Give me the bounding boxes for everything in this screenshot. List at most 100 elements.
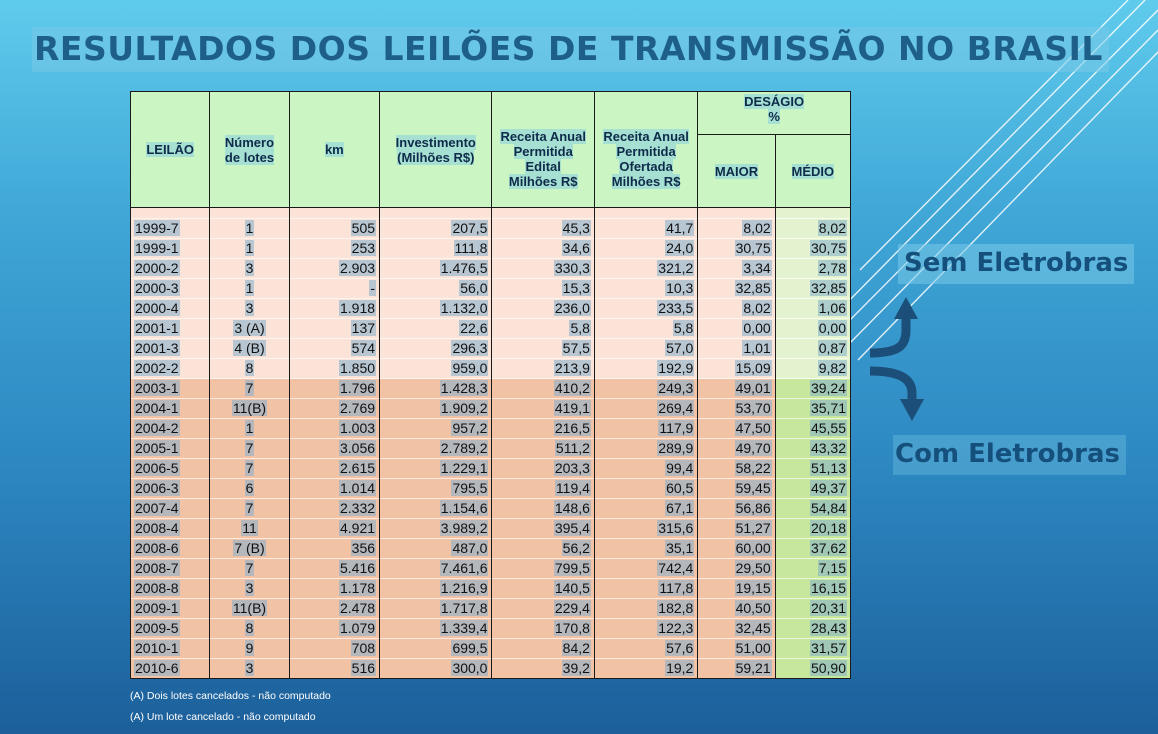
cell-numero-lotes: 1: [209, 218, 290, 239]
cell-leilao: 2010-1: [129, 638, 211, 659]
cell-numero-lotes-value: 11(B): [231, 400, 268, 416]
cell-investimento-value: 1.216,9: [439, 580, 489, 596]
cell-receita-ofertada: 5,8: [593, 318, 699, 339]
header-km: km: [288, 91, 381, 208]
cell-desagio-maior: 59,21: [697, 658, 776, 679]
cell-investimento-value: 300,0: [451, 660, 489, 676]
cell-receita-ofertada: 41,7: [593, 218, 699, 239]
cell-desagio-maior: 30,75: [697, 238, 776, 259]
cell-leilao-value: 2008-6: [134, 540, 180, 556]
cell-km: 253: [288, 238, 381, 259]
cell-desagio-maior-value: 51,27: [734, 520, 772, 536]
cell-desagio-medio: 54,84: [774, 498, 852, 519]
cell-receita-edital: 213,9: [491, 358, 595, 379]
cell-desagio-medio-value: 2,78: [817, 260, 847, 276]
cell-numero-lotes-value: 11: [241, 520, 258, 536]
cell-desagio-medio: 0,00: [774, 318, 852, 339]
spacer-cell: [288, 207, 381, 219]
cell-leilao: 2000-3: [129, 278, 211, 299]
cell-leilao-value: 2005-1: [134, 440, 180, 456]
cell-km-value: 1.178: [338, 580, 377, 596]
cell-numero-lotes-value: 3: [244, 260, 255, 276]
cell-desagio-medio-value: 16,15: [809, 580, 847, 596]
cell-km: 516: [288, 658, 381, 679]
cell-desagio-maior: 29,50: [697, 558, 776, 579]
header-numero-lotes: Número de lotes: [209, 91, 290, 208]
cell-receita-ofertada-value: 233,5: [657, 300, 695, 316]
cell-investimento: 1.154,6: [379, 498, 493, 519]
cell-desagio-medio-value: 50,90: [809, 660, 847, 676]
cell-receita-edital: 57,5: [491, 338, 595, 359]
cell-leilao-value: 2006-5: [134, 460, 180, 476]
cell-investimento-value: 111,8: [453, 240, 489, 256]
cell-desagio-medio: 8,02: [774, 218, 852, 239]
cell-km-value: -: [369, 280, 377, 296]
cell-km: 1.003: [288, 418, 381, 439]
table-row: 1999-7 1 505 207,5 45,3 41,7 8,02 8,02: [129, 218, 852, 239]
cell-receita-edital-value: 15,3: [561, 280, 591, 296]
cell-desagio-medio-value: 0,87: [817, 340, 847, 356]
cell-desagio-medio: 35,71: [774, 398, 852, 419]
cell-desagio-medio-value: 51,13: [809, 460, 847, 476]
cell-investimento-value: 296,3: [451, 340, 489, 356]
cell-km: 1.014: [288, 478, 381, 499]
cell-numero-lotes: 7: [209, 458, 290, 479]
table-row: 2008-4 11 4.921 3.989,2 395,4 315,6 51,27 20,18: [129, 518, 852, 539]
cell-receita-ofertada-value: 315,6: [657, 520, 695, 536]
cell-desagio-maior: 49,01: [697, 378, 776, 399]
cell-numero-lotes-value: 3: [244, 660, 255, 676]
cell-investimento: 487,0: [379, 538, 493, 559]
cell-receita-edital: 799,5: [491, 558, 595, 579]
cell-km-value: 3.056: [338, 440, 377, 456]
table-row: 2008-8 3 1.178 1.216,9 140,5 117,8 19,15 16,15: [129, 578, 852, 599]
cell-receita-ofertada: 182,8: [593, 598, 699, 619]
cell-investimento: 7.461,6: [379, 558, 493, 579]
cell-investimento: 959,0: [379, 358, 493, 379]
cell-km: 505: [288, 218, 381, 239]
footnote-b: (A) Um lote cancelado - não computado: [130, 711, 316, 723]
cell-numero-lotes: 3: [209, 258, 290, 279]
cell-leilao-value: 2003-1: [134, 380, 180, 396]
cell-leilao-value: 2004-2: [134, 420, 180, 436]
cell-receita-ofertada-value: 321,2: [657, 260, 695, 276]
cell-receita-edital: 330,3: [491, 258, 595, 279]
cell-receita-edital-value: 410,2: [553, 380, 591, 396]
cell-investimento-value: 1.476,5: [439, 260, 489, 276]
cell-receita-edital: 419,1: [491, 398, 595, 419]
com-eletrobras-label: Com Eletrobras: [893, 435, 1126, 475]
cell-desagio-maior-value: 51,00: [734, 640, 772, 656]
cell-numero-lotes-value: 7: [244, 460, 255, 476]
cell-receita-ofertada: 67,1: [593, 498, 699, 519]
cell-numero-lotes: 7: [209, 558, 290, 579]
cell-numero-lotes: 11(B): [209, 398, 290, 419]
footnote-a: (A) Dois lotes cancelados - não computad…: [130, 690, 331, 702]
cell-receita-ofertada-value: 269,4: [657, 400, 695, 416]
cell-desagio-maior-value: 3,34: [742, 260, 772, 276]
cell-desagio-medio-value: 39,24: [809, 380, 847, 396]
cell-leilao-value: 2008-8: [134, 580, 180, 596]
cell-receita-edital: 170,8: [491, 618, 595, 639]
cell-receita-edital-value: 216,5: [553, 420, 591, 436]
cell-receita-edital-value: 330,3: [553, 260, 591, 276]
cell-receita-ofertada: 233,5: [593, 298, 699, 319]
cell-investimento-value: 2.789,2: [439, 440, 489, 456]
cell-desagio-medio-value: 20,18: [809, 520, 847, 536]
cell-km-value: 708: [350, 640, 377, 656]
cell-leilao: 2009-1: [129, 598, 211, 619]
cell-km-value: 2.332: [338, 500, 377, 516]
table-row: 2001-1 3 (A) 137 22,6 5,8 5,8 0,00 0,00: [129, 318, 852, 339]
cell-receita-ofertada-value: 57,0: [665, 340, 695, 356]
cell-investimento-value: 56,0: [459, 280, 489, 296]
cell-investimento-value: 959,0: [451, 360, 489, 376]
cell-leilao-value: 2000-3: [134, 280, 180, 296]
cell-numero-lotes-value: 9: [244, 640, 255, 656]
cell-receita-ofertada-value: 742,4: [657, 560, 695, 576]
spacer-cell: [593, 207, 699, 219]
cell-receita-ofertada-value: 99,4: [665, 460, 695, 476]
cell-receita-edital: 216,5: [491, 418, 595, 439]
cell-investimento: 111,8: [379, 238, 493, 259]
cell-desagio-maior-value: 49,70: [734, 440, 772, 456]
cell-investimento: 22,6: [379, 318, 493, 339]
cell-receita-edital: 39,2: [491, 658, 595, 679]
cell-investimento: 207,5: [379, 218, 493, 239]
